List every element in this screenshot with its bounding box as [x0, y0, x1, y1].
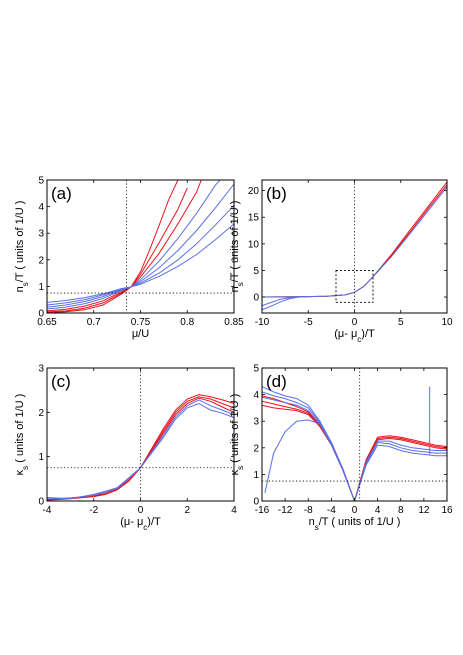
y-tick-label: 15 [248, 213, 260, 224]
x-tick-label: -10 [255, 317, 270, 328]
x-tick-label: -12 [278, 505, 293, 516]
x-tick-label: 0.85 [224, 317, 244, 328]
panel-c: -4 -2 0 2 4 0 1 2 3 (μ- μc)/T κs ( units of 1/U ) (… [14, 364, 237, 532]
series-group [47, 180, 234, 313]
series-group [262, 181, 447, 311]
panel-label: (b) [266, 184, 287, 203]
series-line-blue [262, 386, 447, 501]
series-line-blue [262, 186, 447, 298]
y-axis-label: ns/T ( units of 1/U ) [14, 201, 30, 293]
x-axis-label: μ/U [132, 328, 149, 340]
x-axis-label: ns/T ( units of 1/U ) [309, 516, 401, 532]
y-tick-label: 5 [253, 266, 259, 277]
series-line-blue [264, 419, 332, 494]
series-line-blue [47, 204, 234, 306]
series-line-blue [262, 296, 300, 307]
y-axis-label: κs ( units of 1/U ) [14, 394, 30, 476]
series-line-blue [262, 391, 447, 501]
y-tick-label: 0 [38, 497, 44, 508]
series-line-blue [47, 402, 234, 500]
y-tick-label: 20 [248, 186, 260, 197]
series-line-blue [47, 180, 221, 310]
y-tick-label: 10 [248, 239, 260, 250]
x-tick-label: 0 [352, 505, 358, 516]
y-tick-label: 2 [253, 443, 259, 454]
series-line-red [262, 404, 447, 501]
x-tick-label: 4 [375, 505, 381, 516]
x-tick-label: 12 [418, 505, 430, 516]
series-line-red [262, 395, 447, 501]
y-tick-label: 5 [253, 364, 259, 375]
panel-label: (a) [51, 184, 72, 203]
x-tick-label: -16 [255, 505, 270, 516]
series-group [47, 394, 234, 501]
y-tick-label: 1 [253, 470, 259, 481]
zoom-box [335, 269, 374, 303]
series-line-red [47, 397, 234, 500]
x-tick-label: -4 [327, 505, 336, 516]
panel-label: (c) [51, 372, 71, 391]
y-tick-label: 3 [253, 417, 259, 428]
x-tick-label: 2 [184, 505, 190, 516]
x-axis-label: (μ- μc)/T [334, 328, 375, 344]
x-tick-label: -5 [304, 317, 313, 328]
y-tick-label: 4 [38, 202, 44, 213]
series-line-blue [47, 223, 234, 303]
x-tick-label: 0.8 [180, 317, 194, 328]
x-tick-label: 0.75 [131, 317, 151, 328]
y-tick-label: 2 [38, 255, 44, 266]
panel-label: (d) [266, 372, 287, 391]
x-tick-label: 0 [352, 317, 358, 328]
y-axis-label: ns/T ( units of 1/U ) [229, 201, 245, 293]
panel-b: -10 -5 0 5 10 0 5 10 15 20 (μ- μc)/T ns/T ( units o… [229, 179, 453, 344]
x-tick-label: 0 [138, 505, 144, 516]
x-tick-label: 5 [398, 317, 404, 328]
series-line-blue [262, 296, 318, 311]
y-tick-label: 4 [253, 390, 259, 401]
y-tick-label: 0 [253, 497, 259, 508]
y-axis-label: κs ( units of 1/U ) [229, 394, 245, 476]
y-tick-label: 3 [38, 229, 44, 240]
series-line-red [262, 184, 447, 298]
series-group [262, 386, 447, 501]
y-tick-label: 0 [253, 293, 259, 304]
y-tick-label: 1 [38, 282, 44, 293]
series-line-red [262, 400, 447, 501]
x-tick-label: 8 [398, 505, 404, 516]
y-tick-label: 1 [38, 452, 44, 463]
y-tick-label: 3 [38, 364, 44, 375]
series-line-blue [262, 396, 447, 501]
x-tick-label: 4 [231, 505, 237, 516]
x-axis-label: (μ- μc)/T [120, 516, 161, 532]
x-tick-label: 16 [441, 505, 453, 516]
panel-a: 0.65 0.7 0.75 0.8 0.85 0 1 2 3 4 5 μ/U ns/T ( units … [14, 176, 244, 341]
series-line-blue [47, 399, 234, 500]
x-tick-label: -4 [43, 505, 52, 516]
y-tick-label: 2 [38, 408, 44, 419]
y-tick-label: 0 [38, 309, 44, 320]
y-tick-label: 5 [38, 176, 44, 187]
x-tick-label: -8 [304, 505, 313, 516]
x-tick-label: 10 [441, 317, 453, 328]
x-tick-label: 0.65 [37, 317, 57, 328]
x-tick-label: -2 [89, 505, 98, 516]
series-line-blue [47, 183, 234, 308]
x-tick-label: 0.7 [87, 317, 101, 328]
